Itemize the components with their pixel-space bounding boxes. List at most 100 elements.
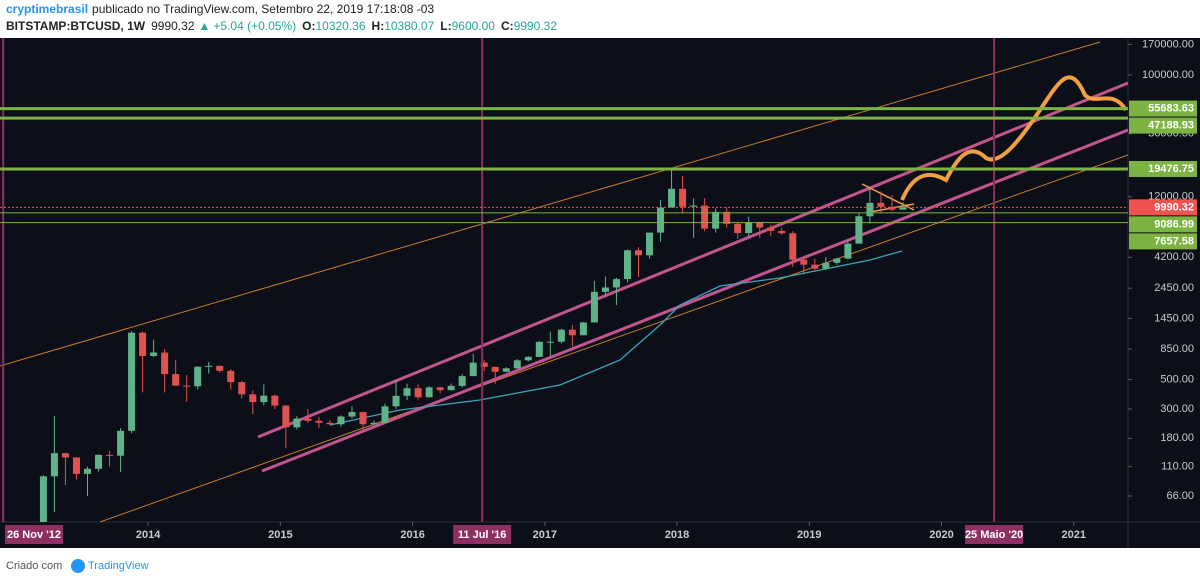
x-tick-label: 2021 (1062, 529, 1086, 541)
candle-body (282, 405, 290, 428)
candle-body (535, 341, 543, 357)
candle-body (767, 227, 775, 231)
candle-body (50, 453, 58, 477)
candle-body (249, 394, 257, 403)
header-line: cryptimebrasil publicado no TradingView.c… (6, 2, 434, 16)
candle-body (161, 352, 169, 375)
candle-body (95, 454, 103, 469)
channel-pink-lower (261, 128, 1128, 473)
arrow: ▲ (199, 19, 211, 33)
candle-body (524, 356, 532, 361)
candle-body (690, 205, 698, 207)
level-label-box (1129, 100, 1197, 117)
candle-body (899, 207, 907, 210)
candle-body (822, 262, 830, 269)
candle-body (789, 233, 797, 260)
candle-body (326, 422, 334, 425)
candle-body (293, 418, 301, 428)
moving-average (329, 250, 903, 426)
change: +5.04 (+0.05%) (213, 19, 296, 33)
event-label: 26 Nov '12 (7, 529, 61, 541)
candle-body (194, 366, 202, 387)
candle-body (315, 420, 323, 423)
x-tick-label: 2017 (533, 529, 557, 541)
candle-body (679, 188, 687, 207)
level-label: 19476.75 (1148, 163, 1194, 175)
candle-body (139, 332, 147, 356)
candle-body (623, 250, 631, 280)
candle-body (106, 454, 114, 456)
candle-body (491, 366, 499, 372)
event-label: 11 Jul '16 (458, 529, 507, 541)
candle-body (502, 368, 510, 372)
y-tick-label: 2450.00 (1154, 282, 1194, 294)
candle-body (83, 468, 91, 474)
ohlc-value: 9990.32 (514, 19, 558, 33)
candle-body (646, 232, 654, 256)
candle-body (183, 385, 191, 387)
candle-body (734, 223, 742, 234)
ohlc-label: C: (501, 19, 514, 33)
candle-body (337, 416, 345, 425)
candle-body (756, 222, 764, 228)
candle-body (414, 388, 422, 398)
candle-body (61, 453, 69, 458)
ohlc-label: L: (440, 19, 451, 33)
ohlc-value: 9600.00 (452, 19, 496, 33)
candle-body (370, 422, 378, 425)
channel-pink-upper (257, 81, 1128, 439)
candle-body (72, 457, 80, 474)
x-tick-label: 2014 (136, 529, 161, 541)
candle-body (513, 360, 521, 369)
candle-body (712, 211, 720, 229)
y-tick-label: 850.00 (1160, 343, 1194, 355)
candle-body (304, 418, 312, 421)
candle-body (117, 430, 125, 456)
candle-body (701, 205, 709, 229)
x-tick-label: 2016 (400, 529, 424, 541)
candle-body (866, 202, 874, 217)
footer-text: Criado com (6, 560, 62, 572)
chart-background (0, 38, 1200, 548)
candle-body (392, 395, 400, 407)
ohlc-label: O: (302, 19, 315, 33)
footer-brand: TradingView (88, 560, 149, 572)
level-label-box (1129, 199, 1197, 216)
candle-body (634, 250, 642, 256)
x-tick-label: 2020 (929, 529, 953, 541)
event-label-box (453, 525, 512, 544)
candle-body (359, 412, 367, 425)
projection-curve (900, 75, 1128, 201)
level-label: 55683.63 (1148, 102, 1194, 114)
candle-body (150, 352, 158, 356)
candle-body (590, 291, 598, 323)
candle-body (855, 216, 863, 244)
candle-body (833, 258, 841, 263)
candle-body (172, 374, 180, 386)
candle-body (216, 365, 224, 371)
ohlc-value: 10320.36 (315, 19, 365, 33)
candle-body (238, 382, 246, 395)
level-label: 47188.93 (1148, 119, 1194, 131)
event-label-box (965, 525, 1024, 544)
candle-body (811, 264, 819, 269)
level-label-box (1129, 117, 1197, 134)
candle-body (844, 243, 852, 259)
candle-body (877, 202, 885, 207)
y-tick-label: 66.00 (1166, 490, 1194, 502)
ohlc-value: 10380.07 (384, 19, 434, 33)
candle-body (723, 211, 731, 224)
y-tick-label: 1450.00 (1154, 312, 1194, 324)
candle-body (668, 188, 676, 208)
candle-body (271, 395, 279, 406)
candle-body (579, 322, 587, 336)
candle-body (778, 230, 786, 234)
candle-body (657, 207, 665, 233)
candle-body (601, 287, 609, 292)
level-label-box (1129, 160, 1197, 177)
candle-body (888, 206, 896, 210)
y-tick-label: 500.00 (1160, 373, 1194, 385)
y-tick-label: 170000.00 (1142, 38, 1194, 50)
